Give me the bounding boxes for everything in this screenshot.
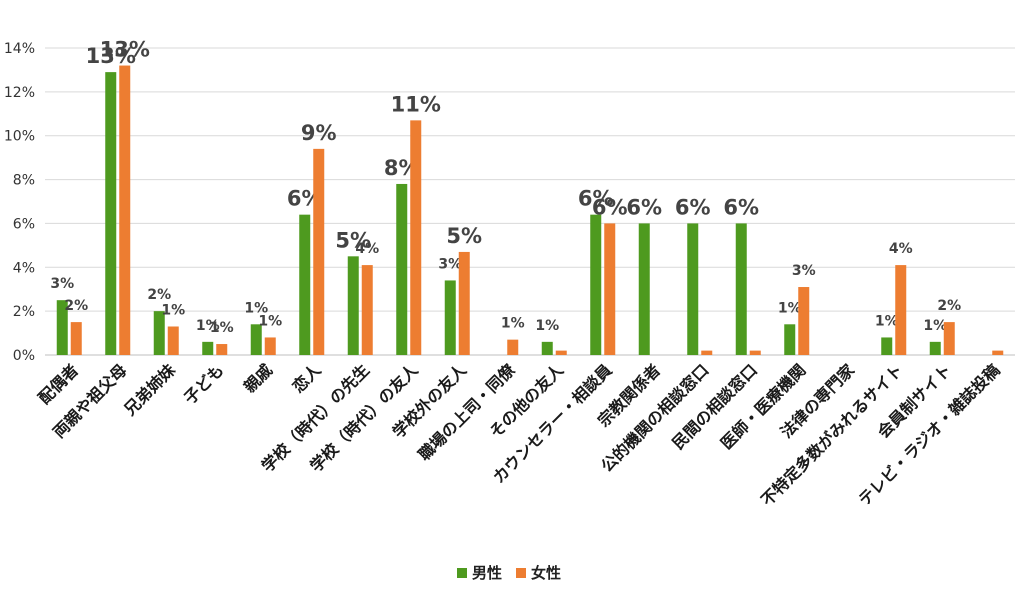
bar-male [784, 324, 796, 355]
bar-male [444, 280, 456, 355]
bar-female [361, 265, 373, 355]
bar-male [153, 311, 165, 355]
bar-female [798, 287, 810, 355]
data-label: 4% [889, 241, 913, 257]
bar-female [992, 350, 1004, 355]
data-label: 13% [86, 44, 136, 68]
bar-male [590, 214, 602, 355]
data-label: 2% [64, 298, 88, 314]
bar-female [119, 65, 131, 356]
data-label: 9% [301, 121, 337, 145]
bar-female [458, 251, 470, 355]
data-label: 1% [778, 300, 802, 316]
bar-female [604, 223, 616, 355]
data-label: 1% [535, 318, 559, 334]
bar-male [347, 256, 359, 355]
bar-male [105, 72, 117, 355]
data-label: 1% [875, 313, 899, 329]
legend-swatch-female [516, 567, 527, 578]
category-label: 親戚 [240, 360, 276, 396]
bar-female [313, 148, 325, 355]
bar-female [70, 322, 82, 355]
bar-male [396, 183, 408, 355]
data-label: 6% [723, 195, 759, 219]
data-label: 13% [100, 38, 150, 62]
legend-item-female: 女性 [516, 562, 561, 583]
category-label: 兄弟姉妹 [120, 360, 180, 420]
data-label: 6% [675, 195, 711, 219]
bar-male [202, 341, 214, 355]
legend-item-male: 男性 [457, 562, 502, 583]
data-label: 5% [446, 224, 482, 248]
bar-male [687, 223, 699, 355]
category-label: 配偶者 [35, 360, 82, 407]
data-label: 2% [147, 287, 171, 303]
data-label: 5% [335, 228, 371, 252]
data-label: 1% [258, 313, 282, 329]
bar-female [555, 350, 567, 355]
bar-male [929, 341, 941, 355]
bar-female [167, 326, 179, 355]
y-tick-label: 14% [4, 41, 35, 57]
bar-female [895, 265, 907, 355]
bar-female [410, 120, 422, 355]
data-label: 2% [937, 298, 961, 314]
category-label: 恋人 [289, 360, 326, 397]
legend-label-male: 男性 [472, 564, 503, 582]
bar-male [638, 223, 650, 355]
bar-male [735, 223, 747, 355]
data-label: 6% [592, 195, 628, 219]
y-tick-label: 12% [4, 85, 35, 101]
bar-female [749, 350, 761, 355]
data-label: 3% [438, 256, 462, 272]
bar-male [250, 324, 262, 355]
y-tick-label: 10% [4, 129, 35, 145]
category-label: 民間の相談窓口 [668, 360, 761, 453]
data-label: 1% [244, 300, 268, 316]
legend-label-female: 女性 [531, 564, 562, 582]
legend: 男性 女性 [457, 562, 561, 583]
data-label: 1% [501, 316, 525, 332]
data-label: 1% [923, 318, 947, 334]
y-tick-label: 2% [13, 304, 35, 320]
bar-male [541, 341, 553, 355]
bar-male [881, 337, 893, 355]
data-label: 3% [792, 263, 816, 279]
legend-swatch-male [457, 567, 467, 578]
bar-male [56, 300, 68, 355]
y-tick-label: 4% [13, 260, 35, 276]
data-label: 4% [355, 241, 379, 257]
data-label: 1% [161, 302, 185, 318]
data-label: 1% [196, 318, 220, 334]
y-tick-label: 8% [13, 173, 35, 189]
bar-male [299, 214, 311, 355]
y-tick-label: 0% [13, 348, 35, 364]
bar-female [701, 350, 713, 355]
bar-female [216, 344, 228, 355]
bar-female [507, 339, 519, 355]
data-label: 1% [210, 320, 234, 336]
data-label: 11% [391, 92, 441, 116]
bar-female [264, 337, 276, 355]
data-label: 3% [50, 276, 74, 292]
data-label: 6% [578, 187, 614, 211]
category-label: 子ども [180, 360, 227, 407]
y-tick-label: 6% [13, 216, 35, 232]
category-label: 医師・医療機関 [717, 360, 810, 453]
bar-female [943, 322, 955, 355]
data-label: 6% [626, 195, 662, 219]
